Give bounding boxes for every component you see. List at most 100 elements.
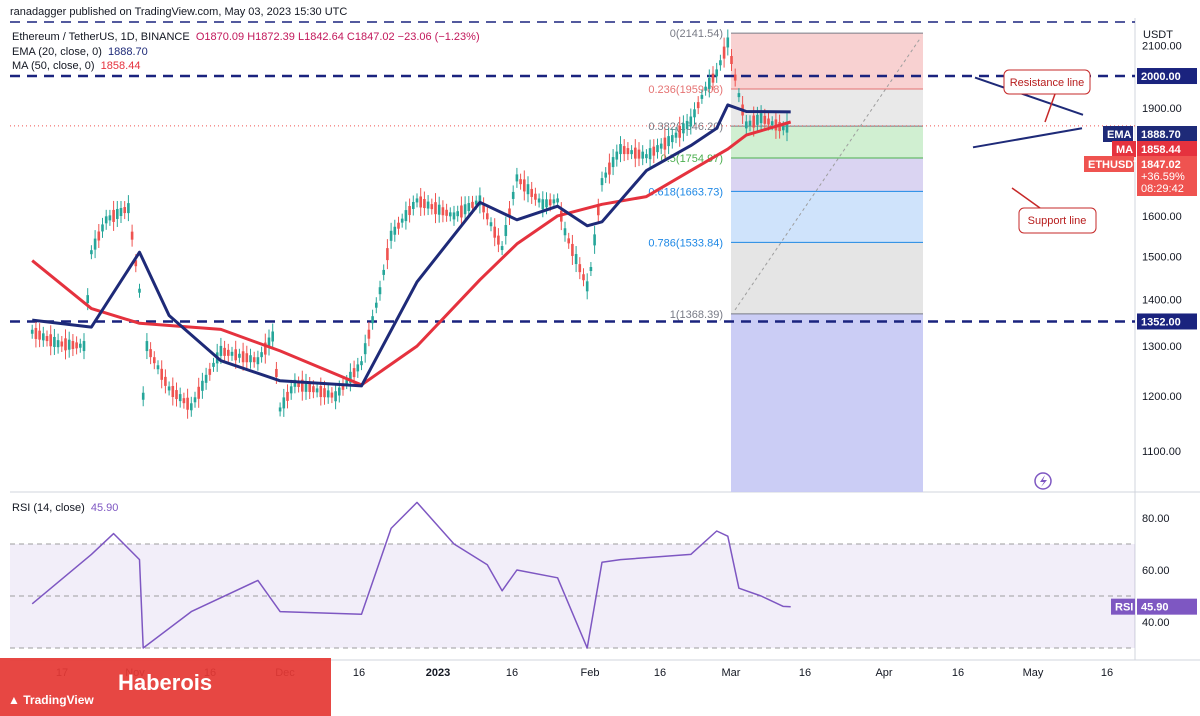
candle-body (445, 209, 448, 216)
candle-body (175, 390, 178, 400)
legend-symbol: Ethereum / TetherUS, 1D, BINANCE (12, 31, 190, 43)
candle-body (186, 397, 189, 410)
candle-body (478, 195, 482, 206)
candle-body (526, 184, 530, 195)
legend-ohlc: O1870.09 H1872.39 L1842.64 C1847.02 −23.… (195, 31, 480, 43)
level-1352-tag-box (1137, 313, 1197, 330)
candle-body (375, 302, 378, 308)
candle-body (349, 371, 352, 383)
candle-body (79, 343, 82, 348)
candle-body (600, 178, 604, 186)
candle-body (278, 407, 282, 412)
candle-body (556, 198, 559, 203)
candle-body (123, 207, 126, 214)
candle-body (689, 116, 693, 127)
candle-body (308, 384, 311, 393)
candle-body (711, 73, 715, 83)
candle-body (330, 392, 334, 398)
rsi-value-tag-text: 45.90 (1141, 602, 1169, 614)
symbol-tag-text: ETHUSDT (1088, 159, 1140, 171)
candle-body (34, 327, 38, 339)
candle-body (45, 336, 49, 342)
rsi-label-tag-text: RSI (1115, 602, 1133, 614)
candle-body (548, 199, 552, 206)
tradingview-brand: TradingView (23, 693, 94, 707)
candle-body (260, 352, 263, 358)
candle-body (571, 243, 574, 256)
price-tick-label: 1900.00 (1142, 103, 1182, 115)
fib-retracement: 0(2141.54) 0.236(1959.08) 0.382(1846.20) 0.… (648, 28, 923, 492)
candle-body (515, 174, 519, 182)
rsi-tick-label: 40.00 (1142, 617, 1170, 629)
candle-body (71, 341, 75, 350)
rsi-legend-value: 45.90 (90, 502, 119, 514)
candle-body (326, 390, 330, 398)
candle-body (67, 339, 71, 350)
candle-body (719, 60, 722, 66)
candle-body (408, 206, 411, 216)
candle-body (386, 248, 389, 261)
candle-body (663, 137, 667, 150)
candle-body (423, 199, 426, 209)
price-tick-label: 1500.00 (1142, 251, 1182, 263)
candle-body (441, 207, 445, 216)
candle-body (567, 238, 570, 244)
rsi-value-tag-box (1137, 598, 1197, 615)
candle-body (249, 355, 252, 363)
candle-body (489, 222, 493, 227)
candle-body (693, 109, 696, 118)
candle-body (597, 206, 600, 216)
candle-body (704, 86, 707, 91)
candle-body (227, 349, 230, 356)
candle-body (164, 376, 167, 386)
ma-value-tag-box (1137, 141, 1197, 157)
candle-body (252, 357, 256, 363)
price-tick-label: 1300.00 (1142, 341, 1182, 353)
legend-ma-value: 1858.44 (100, 60, 141, 72)
time-tick-label: 16 (1101, 667, 1113, 679)
candle-body (682, 123, 685, 134)
candle-body (56, 340, 60, 348)
candle-body (770, 121, 774, 126)
candle-body (167, 386, 171, 391)
candle-body (756, 114, 759, 125)
last-price-change: +36.59% (1141, 171, 1185, 183)
candle-body (282, 397, 286, 409)
time-tick-label: Mar (722, 667, 741, 679)
candle-body (589, 267, 593, 272)
flash-icon[interactable] (1034, 472, 1052, 490)
candle-body (412, 201, 415, 209)
candle-body (634, 147, 637, 159)
candle-body (49, 334, 52, 347)
candle-body (145, 341, 149, 352)
candle-body (449, 212, 452, 217)
ema-value-tag-box (1137, 126, 1197, 142)
candle-body (101, 224, 104, 232)
candle-body (530, 188, 533, 197)
flash-icon-bolt[interactable] (1040, 475, 1047, 487)
fib-label: 0.618(1663.73) (648, 186, 723, 198)
candle-body (64, 338, 67, 351)
candle-body (500, 246, 504, 251)
fib-label: 0.786(1533.84) (648, 237, 723, 249)
candle-body (519, 179, 522, 185)
candle-body (275, 368, 278, 377)
candle-body (733, 74, 737, 81)
candle-body (182, 398, 186, 404)
candle-body (345, 380, 348, 385)
candle-body (193, 397, 197, 403)
candle-body (708, 77, 711, 89)
candle-body (419, 196, 422, 208)
candle-body (264, 342, 267, 355)
ma-value-tag-text: 1858.44 (1141, 144, 1182, 156)
candle-body (371, 316, 374, 324)
time-tick-label: 16 (506, 667, 518, 679)
candle-body (301, 379, 304, 392)
candle-body (608, 162, 611, 175)
time-tick-label: 16 (353, 667, 365, 679)
publisher-note: ranadagger published on TradingView.com,… (10, 6, 348, 18)
level-2000-tag-box (1137, 68, 1197, 85)
candle-body (230, 351, 234, 356)
time-tick-label: Apr (875, 667, 892, 679)
